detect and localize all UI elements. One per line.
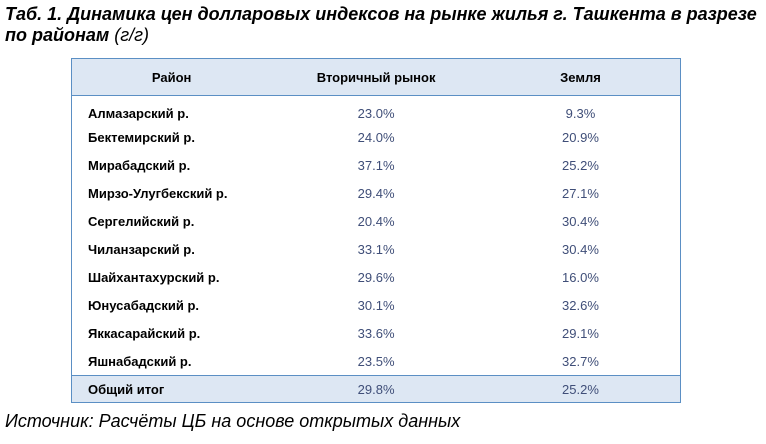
- district-name: Мирабадский р.: [88, 158, 191, 174]
- secondary-value: 24.0%: [357, 130, 395, 146]
- table-row: Чиланзарский р. 33.1% 30.4%: [72, 236, 681, 264]
- district-name: Мирзо-Улугбекский р.: [88, 186, 228, 202]
- table-row: Мирзо-Улугбекский р. 29.4% 27.1%: [72, 180, 681, 208]
- table-row: Алмазарский р. 23.0% 9.3%: [72, 96, 681, 125]
- land-value: 30.4%: [562, 242, 599, 257]
- district-name: Сергелийский р.: [88, 214, 195, 230]
- header-district: Район: [71, 58, 272, 96]
- secondary-value: 29.6%: [357, 269, 395, 285]
- land-value: 27.1%: [562, 186, 599, 202]
- land-value: 16.0%: [562, 269, 599, 285]
- secondary-value: 30.1%: [357, 297, 395, 313]
- land-value: 20.9%: [562, 130, 599, 146]
- district-name: Чиланзарский р.: [88, 242, 195, 257]
- table-row: Мирабадский р. 37.1% 25.2%: [72, 152, 681, 180]
- district-name: Шайхантахурский р.: [88, 269, 220, 285]
- header-row: Район Вторичный рынок Земля: [71, 58, 681, 96]
- district-price-table: Район Вторичный рынок Земля Алмазарский …: [71, 58, 681, 404]
- header-land: Земля: [480, 58, 681, 96]
- table-row: Сергелийский р. 20.4% 30.4%: [72, 208, 681, 236]
- land-value: 32.7%: [562, 353, 599, 369]
- table-row: Яккасарайский р. 33.6% 29.1%: [72, 319, 681, 347]
- title-unit: (г/г): [114, 25, 149, 45]
- land-value: 29.1%: [562, 325, 599, 341]
- land-value: 25.2%: [562, 158, 599, 174]
- total-row: Общий итог 29.8% 25.2%: [71, 375, 681, 403]
- district-name: Яшнабадский р.: [88, 353, 192, 369]
- secondary-value: 23.0%: [357, 105, 395, 121]
- district-name: Яккасарайский р.: [88, 325, 201, 341]
- header-secondary-market: Вторичный рынок: [271, 58, 481, 96]
- table-row: Бектемирский р. 24.0% 20.9%: [72, 124, 681, 152]
- table-row: Шайхантахурский р. 29.6% 16.0%: [72, 263, 681, 291]
- source-note: Источник: Расчёты ЦБ на основе открытых …: [5, 411, 461, 431]
- secondary-value: 29.4%: [357, 186, 395, 202]
- table-row: Яшнабадский р. 23.5% 32.7%: [72, 347, 681, 375]
- secondary-value: 33.6%: [357, 325, 395, 341]
- secondary-value: 37.1%: [357, 158, 395, 174]
- table-row: Юнусабадский р. 30.1% 32.6%: [72, 291, 681, 319]
- district-name: Бектемирский р.: [88, 130, 195, 146]
- secondary-value: 23.5%: [357, 353, 395, 369]
- secondary-value: 33.1%: [357, 242, 395, 257]
- district-name: Алмазарский р.: [88, 105, 189, 121]
- land-value: 30.4%: [562, 214, 599, 230]
- table-title: Таб. 1. Динамика цен долларовых индексов…: [5, 4, 761, 46]
- total-secondary-value: 29.8%: [271, 375, 481, 403]
- land-value: 32.6%: [562, 297, 599, 313]
- total-label: Общий итог: [71, 375, 272, 403]
- title-text: Таб. 1. Динамика цен долларовых индексов…: [5, 4, 757, 45]
- land-value: 9.3%: [565, 105, 596, 121]
- district-name: Юнусабадский р.: [88, 297, 200, 313]
- secondary-value: 20.4%: [357, 214, 395, 230]
- total-land-value: 25.2%: [480, 375, 681, 403]
